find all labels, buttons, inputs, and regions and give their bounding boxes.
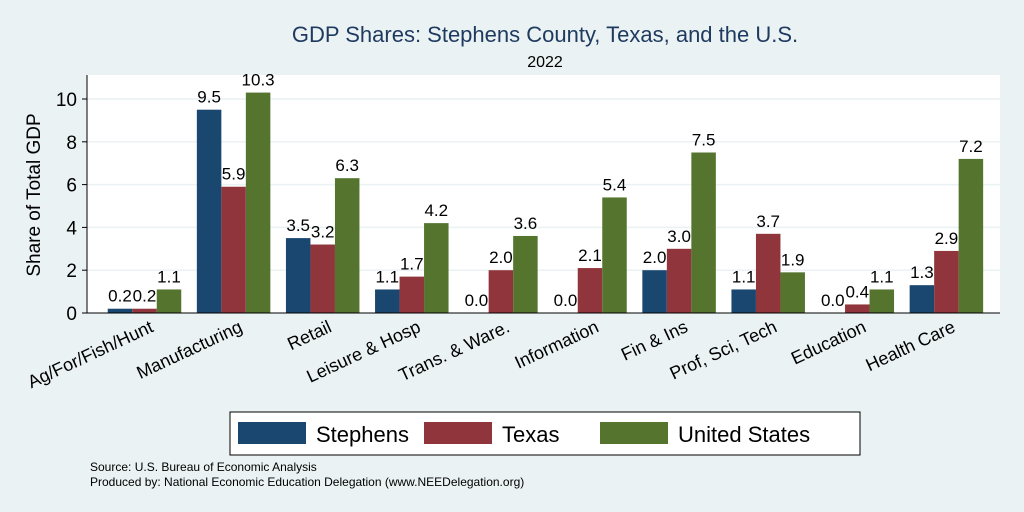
x-tick-label: Fin & Ins [618, 316, 691, 364]
x-tick-label: Information [512, 316, 602, 372]
y-tick-label: 6 [66, 176, 77, 197]
bar-texas [221, 186, 246, 313]
data-label: 4.2 [424, 201, 448, 220]
data-label: 1.1 [375, 267, 399, 286]
x-tick-label: Education [788, 316, 869, 368]
bar-texas [666, 248, 692, 313]
chart-title: GDP Shares: Stephens County, Texas, and … [292, 22, 798, 47]
data-label: 6.3 [335, 156, 359, 175]
source-note: Source: U.S. Bureau of Economic Analysis [90, 460, 317, 474]
data-label: 1.3 [910, 263, 934, 282]
data-label: 2.0 [489, 248, 513, 267]
bar-stephens [909, 285, 935, 313]
data-label: 7.2 [959, 137, 983, 156]
bar-texas [132, 308, 157, 313]
bar-united-states [334, 178, 360, 313]
legend: Stephens Texas United States [229, 411, 861, 456]
data-label: 10.3 [242, 71, 275, 90]
bar-texas [488, 270, 514, 313]
x-tick-label: Health Care [863, 316, 959, 375]
y-tick-label: 8 [66, 133, 77, 154]
legend-label: Stephens [316, 422, 409, 447]
x-tick-label: Ag/For/Fish/Hunt [24, 316, 156, 392]
legend-label: United States [678, 422, 810, 447]
data-label: 2.9 [935, 229, 959, 248]
data-label: 3.5 [286, 216, 310, 235]
data-label: 7.5 [692, 131, 716, 150]
data-label: 3.6 [514, 214, 538, 233]
legend-swatch [238, 422, 306, 444]
data-label: 0.2 [133, 287, 157, 306]
bar-texas [845, 304, 870, 313]
bar-texas [310, 244, 335, 313]
data-label: 0.2 [108, 287, 132, 306]
x-tick-label: Retail [284, 316, 334, 354]
bar-texas [755, 233, 781, 313]
bar-united-states [156, 289, 182, 313]
data-label: 2.1 [578, 246, 602, 265]
y-axis-label: Share of Total GDP [24, 113, 45, 276]
bar-united-states [869, 289, 895, 313]
data-label: 0.0 [465, 291, 489, 310]
y-tick-label: 4 [66, 218, 77, 239]
bar-texas [577, 268, 603, 313]
legend-label: Texas [502, 422, 559, 447]
data-label: 0.0 [821, 291, 845, 310]
bar-united-states [958, 158, 984, 313]
data-label: 1.9 [781, 250, 805, 269]
data-label: 5.9 [222, 165, 246, 184]
data-label: 3.7 [756, 212, 780, 231]
bar-stephens [731, 289, 756, 313]
bar-united-states [691, 152, 716, 313]
data-label: 5.4 [603, 175, 627, 194]
data-label: 0.4 [845, 282, 869, 301]
data-label: 0.0 [554, 291, 578, 310]
data-label: 1.1 [157, 267, 181, 286]
bar-united-states [513, 235, 538, 313]
data-label: 1.7 [400, 255, 424, 274]
bar-united-states [245, 92, 271, 313]
bar-texas [934, 250, 959, 313]
y-tick-label: 0 [66, 304, 77, 325]
y-tick-label: 10 [56, 90, 77, 111]
y-tick-label: 2 [66, 261, 77, 282]
data-label: 1.1 [732, 267, 756, 286]
chart-subtitle: 2022 [527, 54, 563, 71]
data-label: 2.0 [643, 248, 667, 267]
legend-box [229, 411, 861, 456]
data-label: 3.0 [667, 227, 691, 246]
data-label: 3.2 [311, 223, 335, 242]
bar-stephens [642, 270, 667, 313]
bar-united-states [424, 223, 449, 313]
bar-stephens [285, 238, 311, 313]
bar-united-states [602, 197, 627, 313]
bar-stephens [375, 289, 400, 313]
bar-texas [399, 276, 425, 313]
bar-united-states [780, 272, 805, 313]
produced-note: Produced by: National Economic Education… [90, 475, 525, 489]
data-label: 1.1 [870, 267, 894, 286]
bar-stephens [107, 308, 133, 313]
legend-swatch [600, 422, 668, 444]
bar-stephens [196, 109, 222, 313]
data-label: 9.5 [197, 88, 221, 107]
legend-swatch [424, 422, 492, 444]
